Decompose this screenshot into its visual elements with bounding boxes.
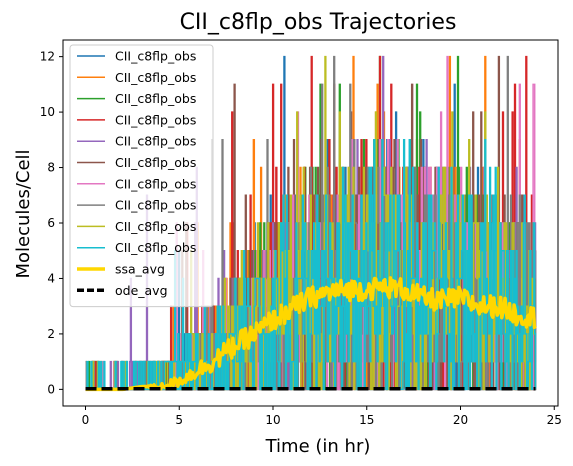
legend-label: ode_avg [115, 283, 168, 298]
legend-label: CII_c8flp_obs [115, 155, 196, 170]
y-tick-label: 4 [47, 271, 55, 285]
legend-label: ssa_avg [115, 262, 165, 277]
legend-label: CII_c8flp_obs [115, 219, 196, 234]
x-axis-ticks: 0 5 10 15 20 25 [82, 406, 562, 427]
y-tick-label: 8 [47, 161, 55, 175]
legend-label: CII_c8flp_obs [115, 198, 196, 213]
x-tick-label: 25 [547, 413, 562, 427]
legend-label: CII_c8flp_obs [115, 134, 196, 149]
legend-label: CII_c8flp_obs [115, 112, 196, 127]
x-tick-label: 0 [82, 413, 90, 427]
legend-label: CII_c8flp_obs [115, 49, 196, 64]
y-tick-label: 2 [47, 327, 55, 341]
legend-label: CII_c8flp_obs [115, 240, 196, 255]
x-tick-label: 15 [359, 413, 374, 427]
y-axis-ticks: 0 2 4 6 8 10 12 [40, 50, 63, 396]
y-axis-label: Molecules/Cell [13, 149, 34, 278]
legend: CII_c8flp_obs CII_c8flp_obs CII_c8flp_obs C… [69, 44, 214, 308]
legend-label: CII_c8flp_obs [115, 176, 196, 191]
x-tick-label: 5 [175, 413, 183, 427]
y-tick-label: 10 [40, 105, 55, 119]
y-tick-label: 6 [47, 216, 55, 230]
chart-title: CII_c8flp_obs Trajectories [180, 10, 457, 35]
legend-label: CII_c8flp_obs [115, 70, 196, 85]
y-tick-label: 12 [40, 50, 55, 64]
x-tick-label: 20 [453, 413, 468, 427]
trajectory-line [85, 139, 537, 391]
x-tick-label: 10 [265, 413, 280, 427]
legend-box [69, 44, 214, 308]
y-tick-label: 0 [47, 382, 55, 396]
ssa-avg-line [84, 276, 537, 392]
x-axis-label: Time (in hr) [265, 436, 371, 457]
average-layer [84, 276, 537, 392]
legend-label: CII_c8flp_obs [115, 91, 196, 106]
